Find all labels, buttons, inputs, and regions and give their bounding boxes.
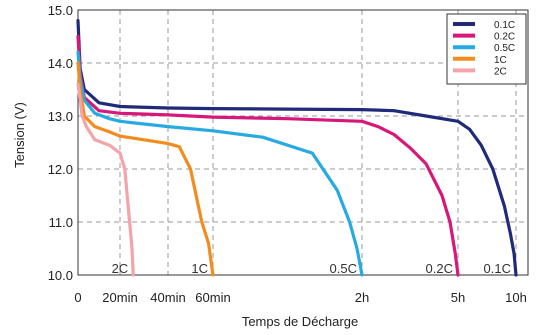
curve-label-2C: 2C — [112, 261, 129, 276]
y-tick-label: 13.0 — [48, 109, 73, 124]
legend-label: 0.5C — [494, 43, 515, 54]
plot-area-frame — [77, 9, 529, 276]
x-axis-title: Temps de Décharge — [242, 314, 358, 329]
curve-label-0-1C: 0.1C — [484, 261, 511, 276]
curve-labels: 0.1C 0.2C 0.5C 1C 2C — [112, 261, 511, 276]
curve-label-1C: 1C — [191, 261, 208, 276]
y-tick-label: 15.0 — [48, 3, 73, 18]
legend-label: 2C — [494, 66, 507, 77]
y-axis-title: Tension (V) — [12, 102, 27, 168]
series-line-0-5C — [76, 50, 364, 277]
y-tick-label: 10.0 — [48, 268, 73, 283]
series-line-0-1C — [76, 19, 518, 277]
curve-label-0-5C: 0.5C — [330, 261, 357, 276]
series-line-0-2C — [76, 34, 460, 277]
x-tick-label: 20min — [102, 290, 137, 305]
x-tick-label: 10h — [505, 290, 527, 305]
x-tick-label: 5h — [451, 290, 465, 305]
legend-label: 0.1C — [494, 20, 515, 31]
y-axis-ticks: 10.0 11.0 12.0 13.0 14.0 15.0 — [48, 3, 73, 283]
curve-label-0-2C: 0.2C — [426, 261, 453, 276]
series-line-2C — [76, 82, 135, 277]
y-tick-label: 11.0 — [49, 215, 73, 230]
x-tick-label: 0 — [74, 290, 81, 305]
x-axis-ticks: 0 20min 40min 60min 2h 5h 10h — [74, 290, 526, 305]
series-line-1C — [76, 61, 215, 277]
legend-label: 0.2C — [494, 32, 515, 43]
y-tick-label: 12.0 — [48, 162, 73, 177]
y-tick-label: 14.0 — [48, 56, 73, 71]
series-lines — [76, 19, 518, 277]
x-tick-label: 60min — [195, 290, 230, 305]
x-tick-label: 40min — [150, 290, 185, 305]
x-tick-label: 2h — [355, 290, 369, 305]
legend-label: 1C — [494, 55, 507, 66]
